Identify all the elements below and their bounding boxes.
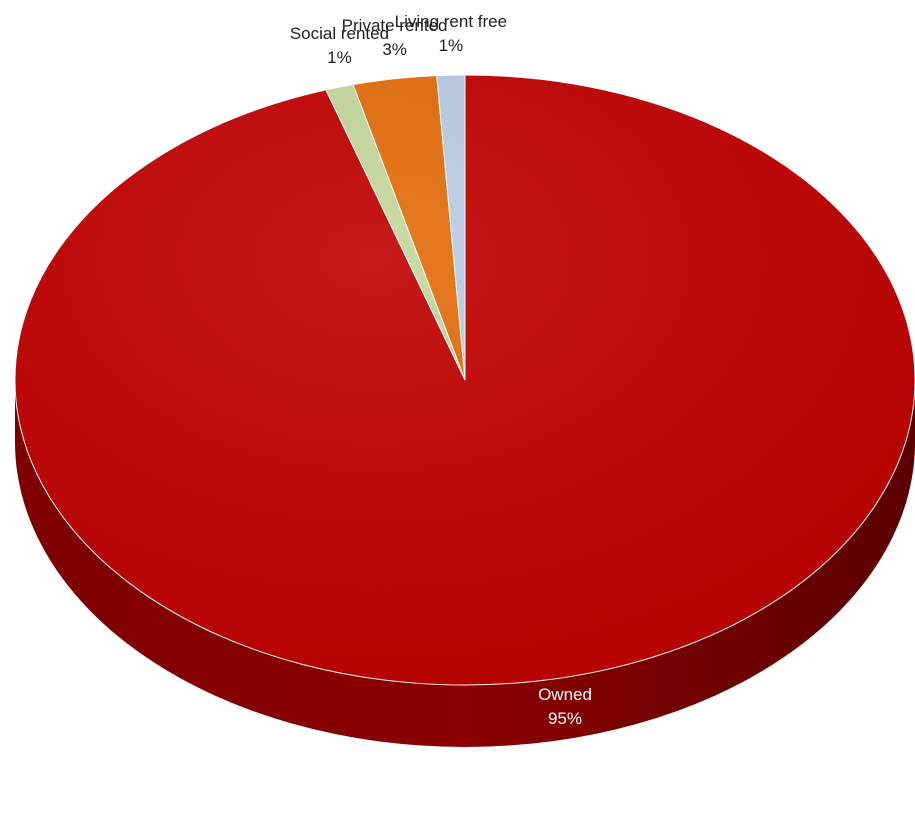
pie-side-shade-owned bbox=[15, 380, 915, 747]
data-label-social-rented: Social rented 1% bbox=[290, 24, 389, 67]
pie-top-layer bbox=[14, 74, 915, 686]
data-label-living-rent-free: Living rent free 1% bbox=[395, 12, 507, 55]
pie-label-layer: Owned 95% Social rented 1%Private rented 3%L… bbox=[290, 12, 592, 728]
data-label-owned: Owned 95% bbox=[538, 685, 592, 728]
pie-top-gloss bbox=[15, 75, 915, 685]
data-label-private-rented: Private rented 3% bbox=[342, 16, 448, 59]
pie-side-layer bbox=[15, 380, 915, 747]
